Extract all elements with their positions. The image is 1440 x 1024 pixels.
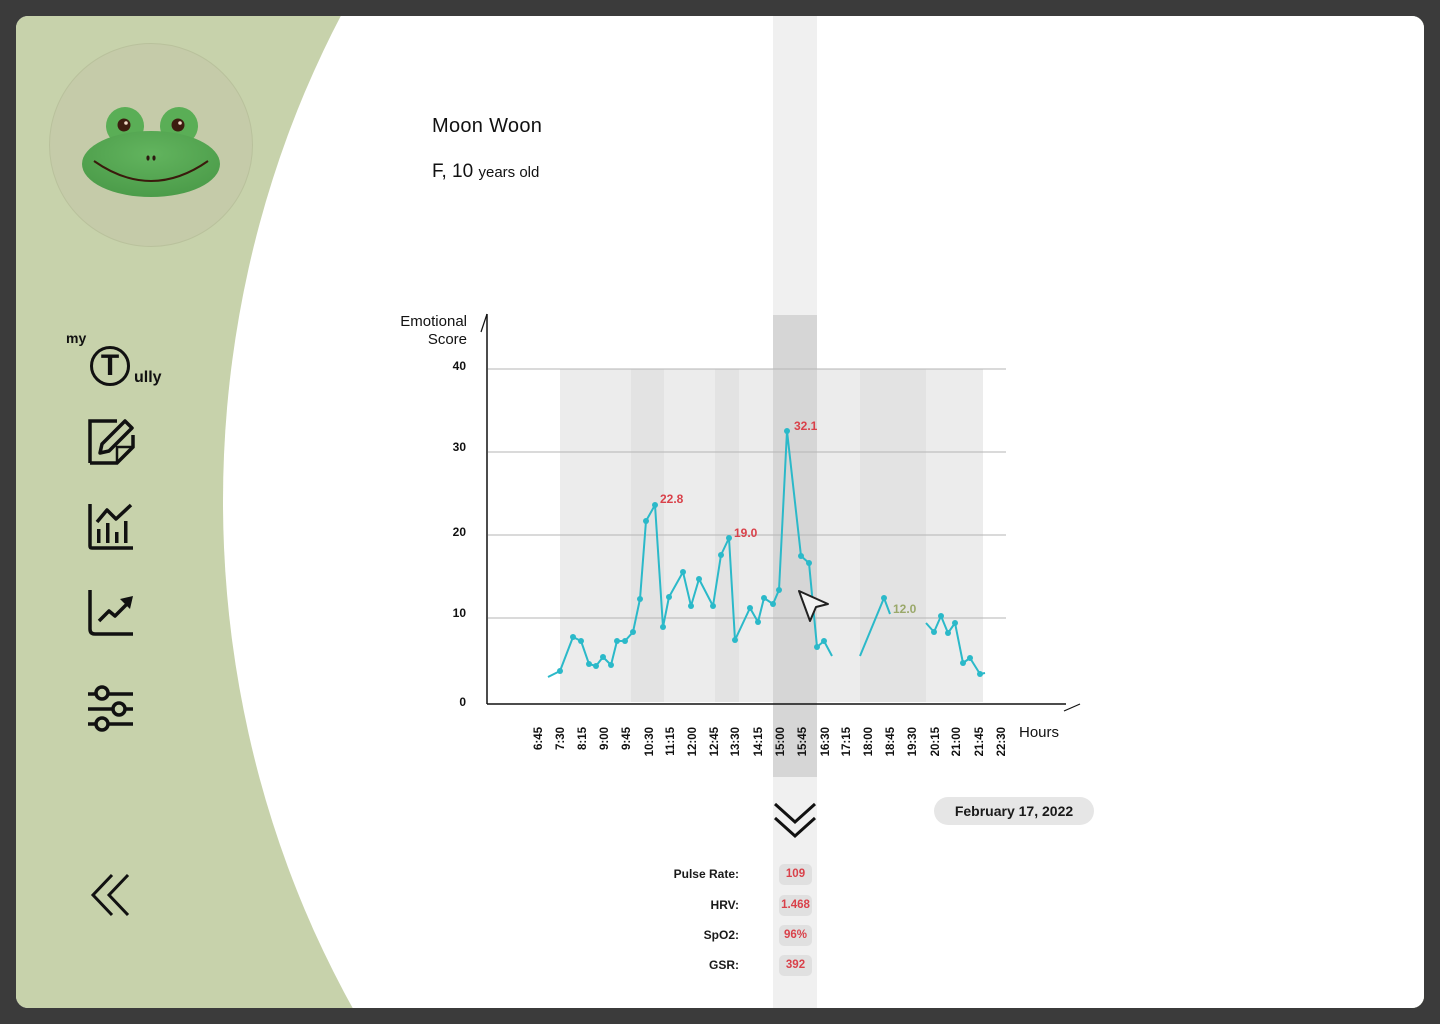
selected-column-highlight	[773, 315, 817, 777]
logo-suffix: ully	[134, 369, 162, 386]
date-selector[interactable]: February 17, 2022	[934, 797, 1094, 825]
edit-note-icon[interactable]	[87, 417, 135, 465]
x-tick: 6:45	[533, 727, 545, 751]
avatar[interactable]	[49, 43, 253, 247]
metric-label-gsr: GSR:	[709, 958, 739, 972]
x-tick: 16:30	[820, 727, 832, 757]
score-points	[557, 428, 983, 677]
x-tick: 15:00	[775, 727, 787, 757]
trending-up-icon[interactable]	[87, 588, 135, 636]
peak-label: 12.0	[893, 602, 917, 616]
mouse-cursor-icon	[798, 590, 829, 622]
x-tick: 11:15	[665, 727, 677, 756]
x-tick: 21:00	[951, 727, 963, 757]
x-tick: 15:45	[797, 727, 809, 757]
y-axis-title-line2: Score	[427, 331, 467, 348]
profile-sex-age: F, 10	[432, 161, 474, 182]
metric-label-pulse: Pulse Rate:	[673, 867, 739, 881]
logo-prefix: my	[66, 330, 87, 346]
peak-label: 22.8	[660, 492, 684, 506]
x-tick: 14:15	[753, 727, 765, 757]
metric-value-gsr: 392	[779, 955, 812, 976]
x-tick: 12:00	[687, 727, 699, 757]
x-tick: 9:00	[599, 727, 611, 751]
x-tick: 22:30	[996, 727, 1008, 757]
x-tick: 8:15	[577, 727, 589, 751]
y-tick-0: 0	[459, 695, 466, 709]
double-chevron-left-icon[interactable]	[90, 873, 132, 917]
sliders-icon[interactable]	[87, 684, 135, 732]
profile-info: F, 10 years old	[432, 161, 539, 183]
peak-label: 32.1	[794, 419, 818, 433]
y-tick-30: 30	[452, 440, 466, 454]
x-tick: 18:45	[885, 727, 897, 757]
x-axis-title: Hours	[1019, 724, 1060, 741]
y-tick-40: 40	[452, 359, 466, 373]
y-axis-title-line1: Emotional	[400, 313, 467, 330]
metric-label-hrv: HRV:	[710, 898, 739, 912]
profile-name: Moon Woon	[432, 115, 543, 137]
y-tick-20: 20	[452, 525, 466, 539]
x-tick: 18:00	[863, 727, 875, 757]
metric-value-hrv: 1.468	[779, 895, 812, 916]
emotional-score-chart	[480, 16, 1081, 1008]
x-tick: 17:15	[841, 727, 853, 757]
app-screen: my T ully Moon Woon F, 10 years old	[16, 16, 1424, 1008]
x-tick: 21:45	[974, 727, 986, 757]
logo-letter: T	[90, 346, 130, 386]
x-tick: 10:30	[644, 727, 656, 757]
profile-age-suffix: years old	[478, 164, 540, 181]
x-tick: 13:30	[730, 727, 742, 757]
x-tick: 19:30	[907, 727, 919, 757]
grid-lines	[488, 368, 1006, 619]
metric-value-spo2: 96%	[779, 925, 812, 946]
x-tick: 7:30	[555, 727, 567, 751]
x-tick: 9:45	[621, 727, 633, 751]
peak-label: 19.0	[734, 526, 758, 540]
double-chevron-down-icon[interactable]	[773, 802, 817, 842]
metric-value-pulse: 109	[779, 864, 812, 885]
mytully-logo[interactable]: my T ully	[66, 326, 176, 396]
y-axis-title: Emotional Score	[366, 313, 467, 349]
x-tick: 12:45	[709, 727, 721, 757]
x-tick: 20:15	[930, 727, 942, 757]
bar-line-chart-icon[interactable]	[87, 502, 135, 550]
metric-label-spo2: SpO2:	[703, 928, 739, 942]
frog-avatar-icon	[82, 107, 220, 197]
y-tick-10: 10	[452, 606, 466, 620]
